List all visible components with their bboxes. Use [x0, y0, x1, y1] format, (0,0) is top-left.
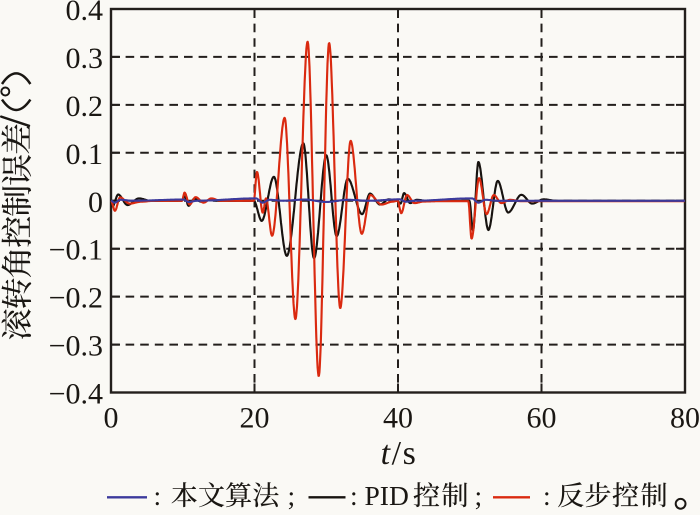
svg-text:;: ; [288, 480, 296, 511]
svg-text::: : [350, 480, 358, 511]
svg-text::: : [154, 480, 162, 511]
svg-text:−0.1: −0.1 [49, 234, 103, 267]
svg-text::: : [543, 480, 551, 511]
svg-text:−0.2: −0.2 [49, 282, 103, 315]
svg-text:0: 0 [88, 186, 103, 219]
svg-text:80: 80 [670, 402, 700, 435]
svg-text:60: 60 [527, 402, 557, 435]
svg-text:PID: PID [365, 480, 409, 511]
svg-text:0: 0 [104, 402, 119, 435]
svg-text:0.4: 0.4 [66, 0, 104, 27]
svg-text:;: ; [475, 480, 483, 511]
svg-text:0.1: 0.1 [66, 138, 104, 171]
svg-text:−0.3: −0.3 [49, 330, 103, 363]
svg-text:0.2: 0.2 [66, 90, 104, 123]
svg-text:0.3: 0.3 [66, 42, 104, 75]
svg-text:20: 20 [240, 402, 270, 435]
svg-text:40: 40 [383, 402, 413, 435]
svg-text:−0.4: −0.4 [49, 378, 103, 411]
svg-text:t/s: t/s [381, 435, 418, 472]
